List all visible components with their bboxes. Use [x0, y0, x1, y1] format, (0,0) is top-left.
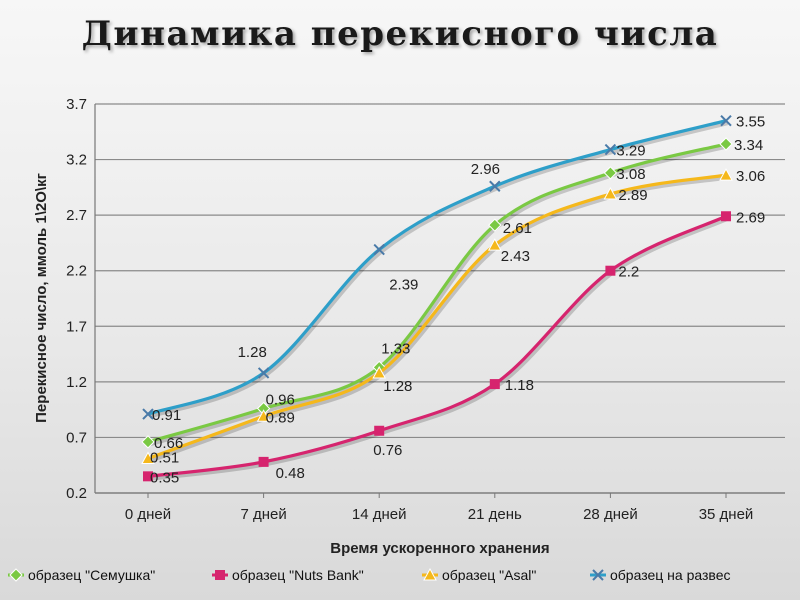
slide-title: Динамика перекисного числа: [81, 14, 719, 54]
data-label: 2.2: [618, 264, 639, 281]
data-point: [603, 166, 618, 180]
data-label: 3.08: [616, 166, 645, 183]
series-2: [141, 168, 733, 465]
y-tick-label: 3.2: [66, 152, 87, 169]
data-point: [489, 379, 500, 390]
x-tick-label: 7 дней: [240, 506, 286, 523]
data-label: 3.06: [736, 168, 765, 185]
data-label: 2.39: [389, 277, 418, 294]
data-labels: 0.91 1.28 2.39 2.96 3.29 3.55 0.66 0.96 1.33 2.61…: [150, 114, 765, 487]
data-label: 3.55: [736, 114, 765, 131]
legend-item-0: образец "Семушка": [8, 567, 155, 583]
x-tick-label: 0 дней: [125, 506, 171, 523]
y-tick-label: 1.7: [66, 318, 87, 335]
data-label: 0.76: [373, 442, 402, 459]
data-point: [489, 180, 501, 192]
data-point: [719, 137, 733, 151]
data-point-stroke: [604, 143, 617, 156]
data-point: [141, 451, 155, 465]
data-label: 1.18: [505, 377, 534, 394]
data-label: 1.33: [381, 340, 410, 357]
data-label: 2.89: [618, 187, 647, 204]
series-3: [142, 114, 732, 420]
legend-item-3: образец на развес: [590, 567, 730, 583]
data-label: 1.28: [238, 344, 267, 361]
data-point: [9, 568, 23, 582]
data-point: [605, 265, 616, 276]
data-point: [721, 211, 731, 222]
y-tick-label: 2.7: [66, 207, 87, 224]
series-line: [147, 214, 727, 478]
data-point: [143, 471, 153, 482]
data-label: 1.28: [383, 378, 412, 395]
data-point-stroke: [142, 408, 154, 420]
data-point: [374, 425, 385, 436]
data-point: [423, 567, 437, 581]
data-point-stroke: [489, 180, 501, 192]
data-point: [372, 365, 387, 379]
data-point: [719, 168, 733, 181]
series-1: [143, 211, 731, 482]
data-point: [592, 569, 604, 581]
y-tick-label: 2.2: [66, 263, 87, 280]
data-point: [258, 456, 269, 467]
series-shadow: [148, 120, 729, 419]
legend: образец "Семушка" образец "Nuts Bank" обра…: [8, 567, 730, 583]
data-point: [487, 238, 502, 251]
series-layer: [141, 114, 733, 482]
data-label: 0.35: [150, 469, 179, 486]
data-label: 0.48: [276, 465, 305, 482]
data-label: 0.51: [150, 450, 179, 467]
x-axis-title: Время ускоренного хранения: [330, 540, 549, 557]
data-point-stroke: [592, 569, 604, 581]
y-tick-label: 1.2: [66, 374, 87, 391]
data-label: 2.69: [736, 209, 765, 226]
x-tick-label: 35 дней: [699, 506, 754, 523]
legend-label: образец "Asal": [442, 567, 536, 583]
data-point: [215, 570, 225, 580]
data-label: 0.91: [152, 407, 181, 424]
legend-label: образец "Nuts Bank": [232, 567, 364, 583]
axes: 0.2 0.7 1.2 1.7 2.2 2.7 3.2 3.7 0 дней 7 дней 14 д…: [33, 96, 785, 557]
legend-item-1: образец "Nuts Bank": [212, 567, 364, 583]
data-label: 0.89: [266, 409, 295, 426]
y-tick-label: 0.2: [66, 485, 87, 502]
data-point: [142, 408, 154, 420]
data-label: 2.96: [471, 161, 500, 178]
data-label: 3.29: [616, 143, 645, 160]
series-shadow: [149, 215, 729, 481]
y-axis-title: Перекисное число, ммоль 1\2O\кг: [33, 173, 50, 423]
data-point: [720, 114, 732, 127]
data-label: 2.43: [501, 248, 530, 265]
data-point-stroke: [373, 243, 385, 256]
data-point: [604, 143, 617, 156]
x-tick-label: 28 дней: [583, 506, 638, 523]
legend-label: образец "Семушка": [28, 567, 155, 583]
data-label: 2.61: [503, 220, 532, 237]
data-label: 3.34: [734, 137, 763, 154]
data-label: 0.66: [154, 435, 183, 452]
series-0: [141, 137, 733, 449]
x-tick-label: 21 день: [468, 506, 522, 523]
y-tick-label: 0.7: [66, 429, 87, 446]
legend-item-2: образец "Asal": [422, 567, 536, 583]
y-tick-label: 3.7: [66, 96, 87, 113]
data-point: [488, 218, 502, 232]
data-label: 0.96: [266, 392, 295, 409]
data-point-stroke: [257, 367, 270, 379]
data-point: [603, 186, 618, 200]
x-tick-label: 14 дней: [352, 506, 407, 523]
data-point: [141, 435, 155, 449]
data-point: [257, 367, 270, 379]
data-point: [256, 409, 271, 422]
legend-label: образец на развес: [610, 567, 730, 583]
data-point: [373, 243, 385, 256]
data-point-stroke: [720, 114, 732, 127]
